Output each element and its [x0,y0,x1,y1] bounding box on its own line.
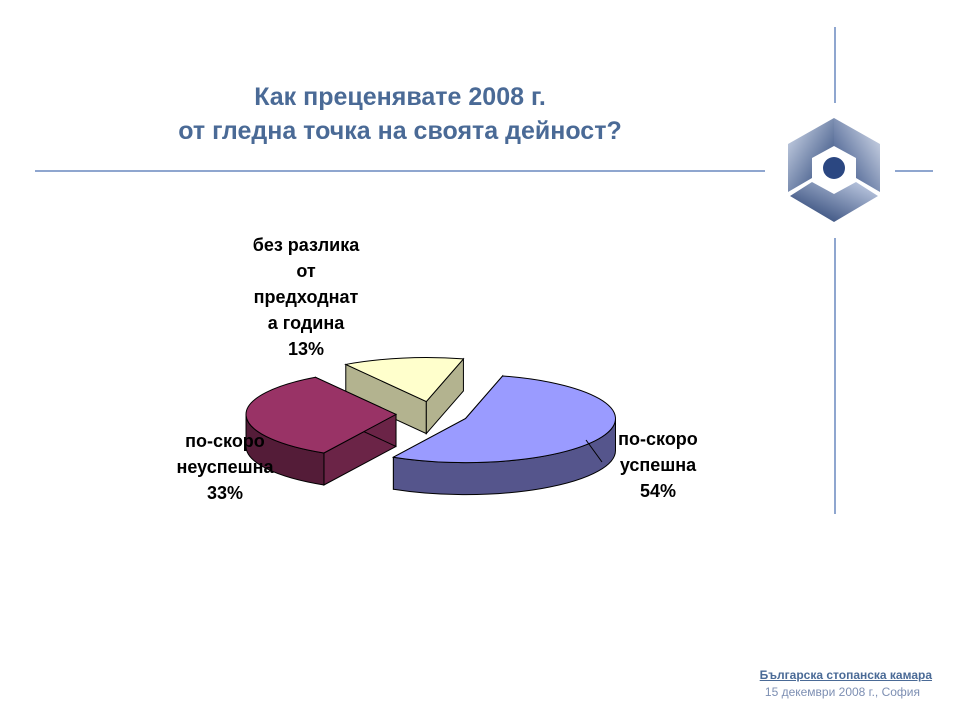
logo-right-rule [895,170,933,172]
vertical-rule-top [834,27,836,103]
footer-organization[interactable]: Българска стопанска камара [759,668,932,682]
title-line-2: от гледна точка на своята дейност? [178,117,622,145]
slide-title: Как преценявате 2008 г. от гледна точка … [100,80,700,148]
label-unsuccessful-text-2: неуспешна [176,457,274,477]
chamber-logo-icon [788,118,880,222]
label-leader-line [585,439,603,463]
label-no-change-text-3: предходнат [253,287,359,307]
vertical-rule-bottom [834,238,836,514]
label-unsuccessful: по-скоро неуспешна 33% [150,428,300,506]
label-unsuccessful-text-1: по-скоро [185,431,265,451]
title-underline [35,170,765,172]
label-successful-value: 54% [639,481,677,501]
label-unsuccessful-value: 33% [206,483,244,503]
footer-date: 15 декември 2008 г., София [764,685,920,699]
pie-slice-1 [245,376,398,486]
label-successful-text-2: успешна [619,455,697,475]
pie-slice-2-top [344,357,465,403]
pie-slice-0 [391,374,616,496]
label-successful: по-скоро успешна 54% [590,426,726,504]
label-successful-text-1: по-скоро [618,429,698,449]
pie-slice-1-top [245,376,398,454]
label-no-change-text-1: без разлика [252,235,360,255]
label-no-change-value: 13% [287,339,325,359]
title-line-1: Как преценявате 2008 г. [254,83,546,111]
label-no-change-text-4: а година [267,313,345,333]
label-no-change: без разлика от предходнат а година 13% [226,232,386,362]
label-no-change-text-2: от [296,261,316,281]
pie-slice-0-top [391,375,616,464]
